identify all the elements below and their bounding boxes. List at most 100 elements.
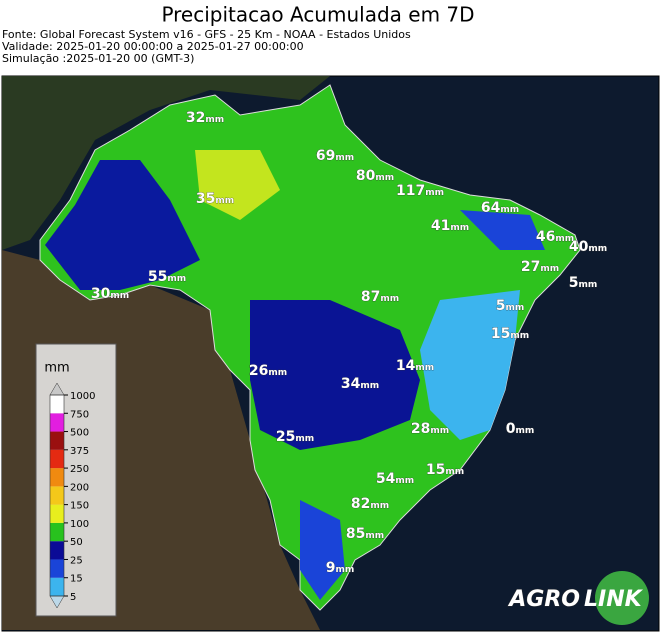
precip-label: 5mm (569, 275, 598, 291)
precip-label: 0mm (506, 421, 535, 437)
colorbar-tick-label: 50 (70, 537, 83, 548)
precip-value: 69 (316, 148, 335, 164)
precip-label: 80mm (356, 168, 394, 184)
precip-value: 25 (276, 429, 295, 445)
precip-label: 26mm (249, 363, 287, 379)
precip-label: 30mm (91, 286, 129, 302)
precip-label: 87mm (361, 289, 399, 305)
precip-label: 82mm (351, 496, 389, 512)
precip-label: 14mm (396, 358, 434, 374)
precip-value: 30 (91, 286, 111, 302)
colorbar-tick-label: 150 (70, 501, 89, 512)
precip-unit: mm (167, 274, 186, 284)
precip-unit: mm (415, 363, 434, 373)
title: Precipitacao Acumulada em 7D (161, 3, 474, 27)
colorbar-band (50, 449, 64, 469)
colorbar-band (50, 468, 64, 487)
precip-value: 87 (361, 289, 380, 305)
precip-unit: mm (360, 381, 379, 391)
precip-label: 117mm (396, 183, 444, 199)
precip-unit: mm (578, 280, 597, 290)
precip-value: 55 (148, 269, 167, 285)
colorbar-outline (49, 394, 65, 597)
colorbar-band (50, 522, 64, 542)
colorbar-tick-label: 250 (70, 464, 89, 475)
colorbar-tick-label: 500 (70, 428, 89, 439)
precip-value: 0 (506, 421, 516, 437)
precip-value: 80 (356, 168, 376, 184)
colorbar-tick-label: 100 (70, 519, 89, 530)
precip-unit: mm (365, 531, 384, 541)
colorbar-band (50, 431, 64, 450)
precip-unit: mm (555, 234, 574, 244)
precip-unit: mm (295, 434, 314, 444)
precip-label: 15mm (426, 462, 464, 478)
colorbar-tick-label: 200 (70, 482, 89, 493)
precip-unit: mm (395, 476, 414, 486)
rain-area (460, 210, 545, 250)
precip-value: 117 (396, 183, 425, 199)
precip-unit: mm (380, 294, 399, 304)
precip-unit: mm (268, 368, 287, 378)
precip-value: 85 (346, 526, 365, 542)
precip-value: 28 (411, 421, 430, 437)
precip-value: 32 (186, 110, 205, 126)
colorbar-tick-label: 750 (70, 409, 89, 420)
precip-label: 41mm (431, 218, 469, 234)
precip-unit: mm (370, 501, 389, 511)
rain-area (300, 500, 345, 600)
precip-value: 9 (326, 560, 336, 576)
precip-unit: mm (540, 264, 559, 274)
precip-value: 5 (496, 298, 506, 314)
colorbar-tick-label: 1000 (70, 391, 95, 402)
simulation-line: Simulação :2025-01-20 00 (GMT-3) (2, 52, 194, 65)
colorbar-band (50, 541, 64, 560)
validity-line: Validade: 2025-01-20 00:00:00 a 2025-01-… (2, 40, 304, 53)
precip-unit: mm (205, 115, 224, 125)
precip-value: 14 (396, 358, 416, 374)
precip-value: 15 (491, 326, 510, 342)
precip-value: 41 (431, 218, 450, 234)
precip-label: 27mm (521, 259, 559, 275)
logo-circle (595, 571, 649, 625)
precip-unit: mm (588, 244, 607, 254)
precip-label: 85mm (346, 526, 384, 542)
colorbar-scale: 5 15 25 50 100 150 200 250 375 500 750 1000 (49, 382, 95, 609)
colorbar-tick-label: 5 (70, 592, 76, 603)
precip-value: 34 (341, 376, 361, 392)
precip-label: 46mm (536, 229, 574, 245)
source-line: Fonte: Global Forecast System v16 - GFS … (2, 28, 411, 41)
colorbar-tick-label: 25 (70, 555, 83, 566)
precip-label: 40mm (569, 239, 607, 255)
colorbar-band (50, 413, 64, 432)
precip-label: 69mm (316, 148, 354, 164)
precip-label: 25mm (276, 429, 314, 445)
colorbar-band (50, 486, 64, 505)
precip-unit: mm (505, 303, 524, 313)
precip-unit: mm (445, 467, 464, 477)
precip-label: 32mm (186, 110, 224, 126)
precip-unit: mm (335, 153, 354, 163)
precip-label: 55mm (148, 269, 186, 285)
precip-unit: mm (335, 565, 354, 575)
logo-right: LINK (584, 587, 644, 612)
map (1, 75, 660, 632)
colorbar-band (50, 577, 64, 596)
precip-unit: mm (450, 223, 469, 233)
precip-unit: mm (515, 426, 534, 436)
precip-unit: mm (425, 188, 444, 198)
precip-value: 27 (521, 259, 540, 275)
precip-value: 64 (481, 200, 501, 216)
precip-label: 35mm (196, 191, 234, 207)
precip-value: 40 (569, 239, 589, 255)
colorbar-box (35, 343, 117, 617)
precip-label: 9mm (326, 560, 355, 576)
precip-unit: mm (510, 331, 529, 341)
precip-label: 15mm (491, 326, 529, 342)
precip-unit: mm (500, 205, 519, 215)
precip-label: 64mm (481, 200, 519, 216)
colorbar-band (50, 559, 64, 578)
precip-value: 54 (376, 471, 396, 487)
